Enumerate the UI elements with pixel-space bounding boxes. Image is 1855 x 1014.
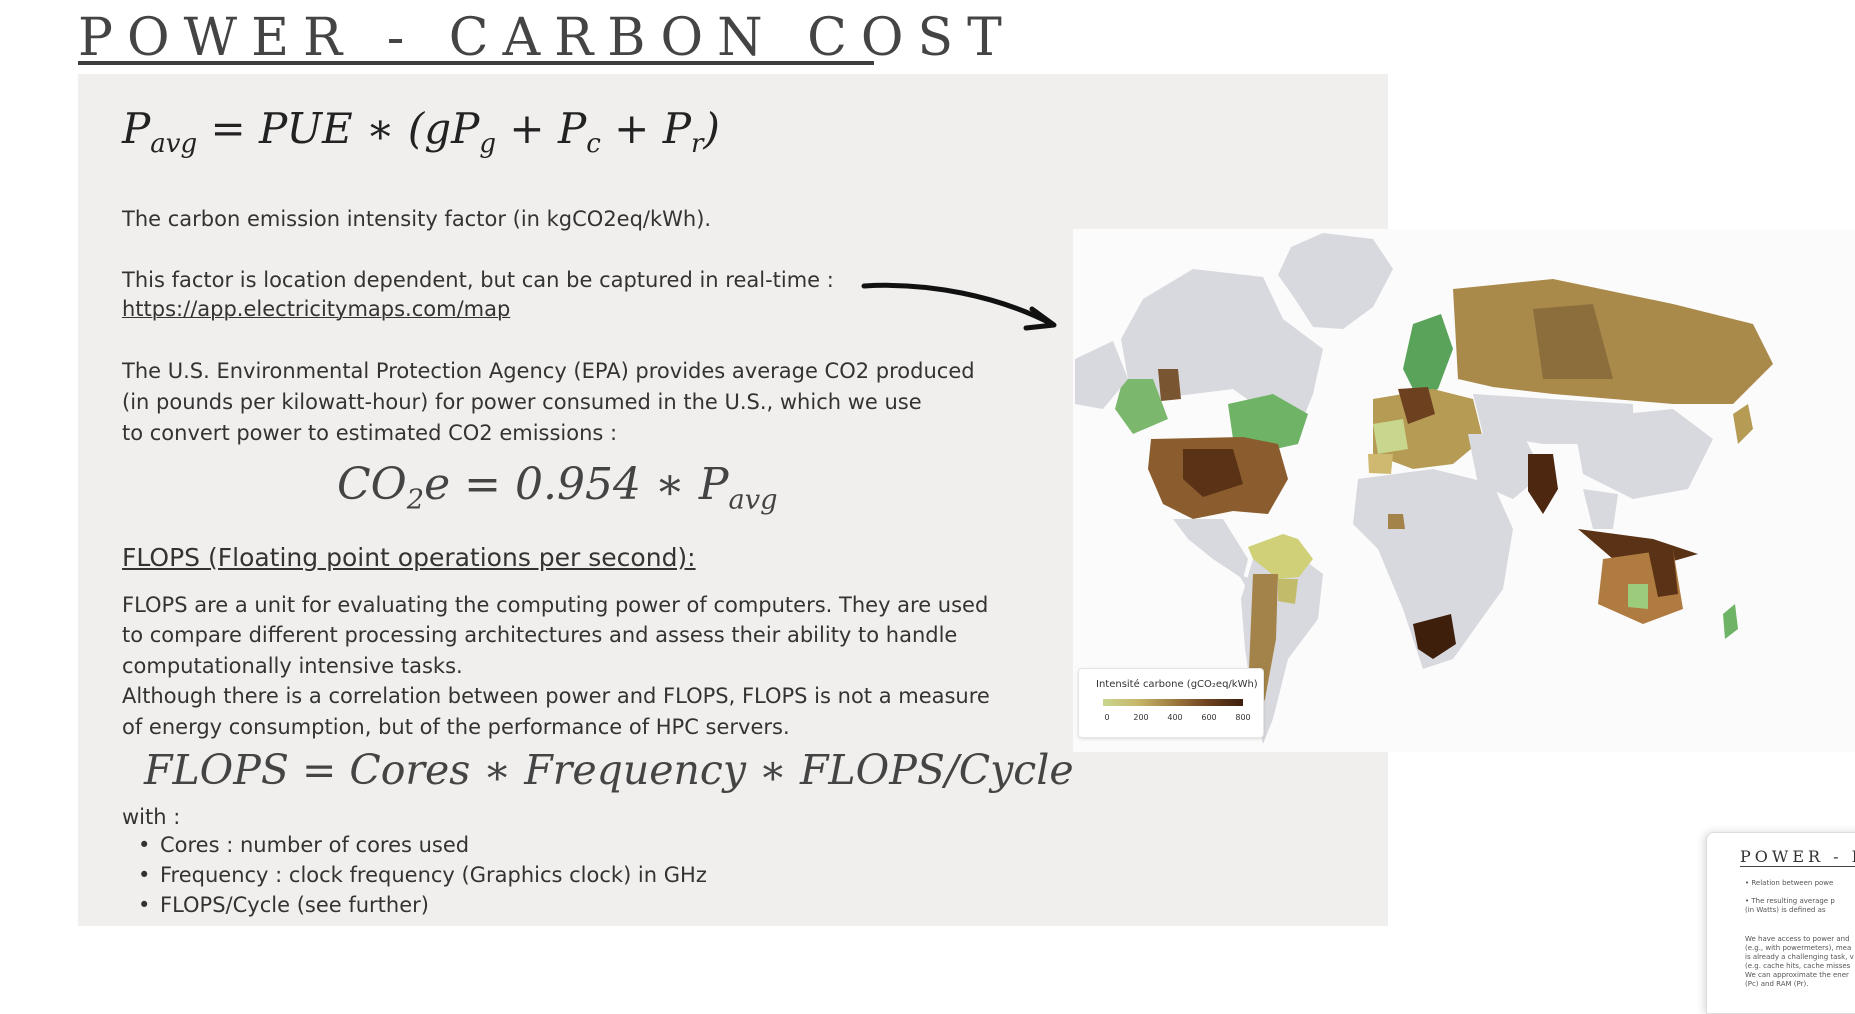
flops-text-line-3: computationally intensive tasks. xyxy=(122,654,463,678)
map-legend: Intensité carbone (gCO₂eq/kWh) 0 200 400… xyxy=(1078,668,1264,738)
legend-title: Intensité carbone (gCO₂eq/kWh) xyxy=(1096,679,1258,690)
south-africa-region xyxy=(1413,614,1456,659)
legend-color-scale xyxy=(1103,699,1243,706)
thumbnail-text-line: is already a challenging task, v xyxy=(1745,953,1854,961)
siberia-region xyxy=(1533,304,1613,379)
location-dependent-text: This factor is location dependent, but c… xyxy=(122,268,834,292)
legend-tick: 200 xyxy=(1133,713,1149,722)
flops-text-line-1: FLOPS are a unit for evaluating the comp… xyxy=(122,593,989,617)
canada-west-region xyxy=(1115,379,1168,434)
next-slide-thumbnail[interactable]: POWER - F • Relation between powe • The … xyxy=(1706,832,1855,1014)
thumbnail-text-line: We have access to power and xyxy=(1745,935,1850,943)
thumbnail-text-line: • The resulting average p xyxy=(1745,897,1835,905)
france-region xyxy=(1373,419,1408,454)
epa-text-line-1: The U.S. Environmental Protection Agency… xyxy=(122,359,975,383)
thumbnail-text-line: (Pc) and RAM (Pr). xyxy=(1745,980,1809,988)
brazil-region xyxy=(1248,534,1313,579)
flops-formula: FLOPS = Cores ∗ Frequency ∗ FLOPS/Cycle xyxy=(144,746,1074,794)
carbon-factor-text: The carbon emission intensity factor (in… xyxy=(122,207,712,231)
carbon-intensity-map[interactable]: Intensité carbone (gCO₂eq/kWh) 0 200 400… xyxy=(1073,229,1855,752)
legend-tick: 0 xyxy=(1104,713,1110,722)
co2e-formula: CO2e = 0.954 ∗ Pavg xyxy=(337,459,778,516)
epa-text-line-2: (in pounds per kilowatt-hour) for power … xyxy=(122,390,922,414)
southeast-asia-region xyxy=(1583,489,1618,529)
india-region xyxy=(1528,454,1558,514)
legend-tick: 800 xyxy=(1235,713,1251,722)
thumbnail-title: POWER - F xyxy=(1740,847,1855,866)
epa-text-line-3: to convert power to estimated CO2 emissi… xyxy=(122,421,618,445)
list-item: Frequency : clock frequency (Graphics cl… xyxy=(122,860,707,890)
thumbnail-text-line: (e.g., with powermeters), mea xyxy=(1745,944,1852,952)
list-item: Cores : number of cores used xyxy=(122,830,707,860)
thumbnail-text-line: (in Watts) is defined as xyxy=(1745,906,1826,914)
electricitymaps-link[interactable]: https://app.electricitymaps.com/map xyxy=(122,297,511,321)
japan-region xyxy=(1733,404,1753,444)
iberia-region xyxy=(1368,454,1393,474)
thumbnail-text-line: (e.g. cache hits, cache misses xyxy=(1745,962,1851,970)
australia-south-region xyxy=(1628,584,1648,609)
germany-region xyxy=(1398,387,1435,424)
with-label: with : xyxy=(122,805,181,829)
new-zealand-region xyxy=(1723,604,1738,639)
thumbnail-title-underline xyxy=(1740,866,1855,867)
list-item: FLOPS/Cycle (see further) xyxy=(122,890,707,920)
paraguay-region xyxy=(1278,579,1298,604)
flops-text-line-5: of energy consumption, but of the perfor… xyxy=(122,715,790,739)
flops-heading: FLOPS (Floating point operations per sec… xyxy=(122,543,696,572)
china-region xyxy=(1573,409,1713,499)
alaska-region xyxy=(1075,341,1128,409)
pavg-formula: Pavg = PUE ∗ (gPg + Pc + Pr) xyxy=(122,104,720,160)
greenland-region xyxy=(1278,233,1393,329)
definition-list: Cores : number of cores used Frequency :… xyxy=(122,830,707,920)
page-title: POWER - CARBON COST xyxy=(78,8,1016,68)
legend-tick: 400 xyxy=(1167,713,1183,722)
arrow-icon xyxy=(861,282,1057,331)
usa-north-region xyxy=(1158,369,1181,401)
title-underline xyxy=(78,61,874,65)
scandinavia-region xyxy=(1403,314,1453,399)
russia-region xyxy=(1453,279,1773,404)
mexico-region xyxy=(1173,519,1248,579)
usa-central-region xyxy=(1183,449,1243,497)
australia-east-region xyxy=(1648,549,1678,597)
flops-text-line-2: to compare different processing architec… xyxy=(122,623,958,647)
thumbnail-text-line: We can approximate the ener xyxy=(1745,971,1849,979)
flops-text-line-4: Although there is a correlation between … xyxy=(122,684,990,708)
thumbnail-text-line: • Relation between powe xyxy=(1745,879,1834,887)
west-africa-region xyxy=(1388,514,1405,529)
legend-tick: 600 xyxy=(1201,713,1217,722)
